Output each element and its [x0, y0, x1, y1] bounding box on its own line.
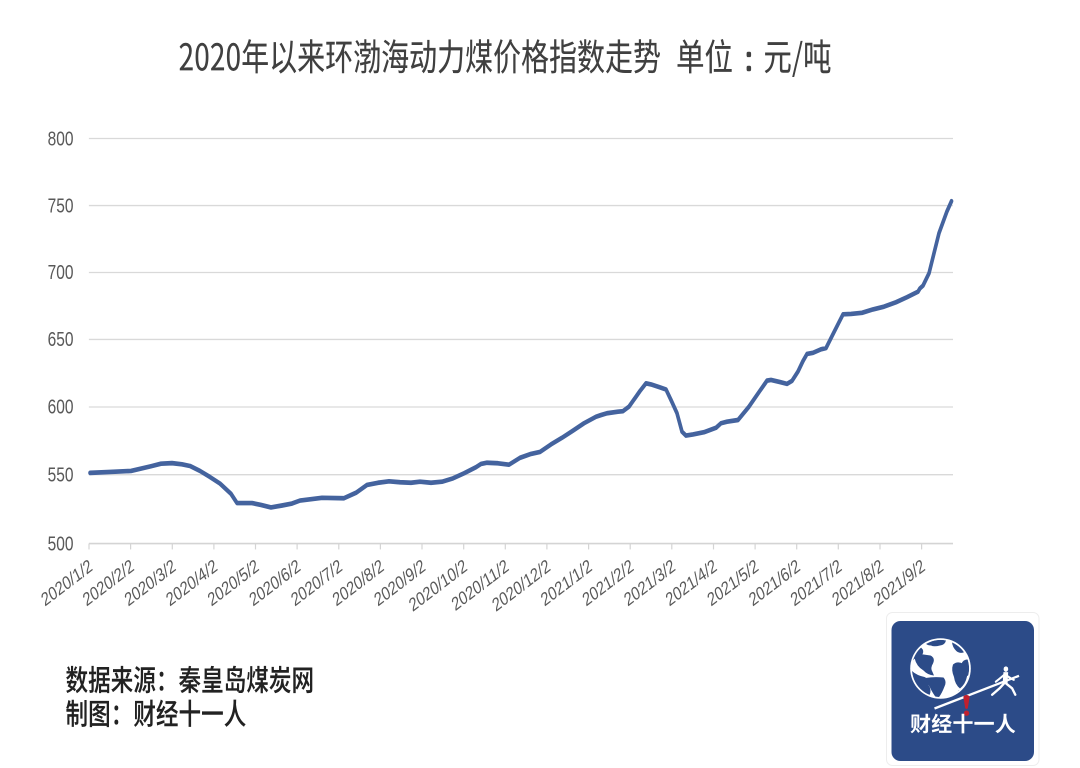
svg-text:600: 600: [48, 396, 74, 418]
svg-text:800: 800: [48, 127, 74, 149]
svg-text:500: 500: [48, 532, 74, 554]
svg-text:550: 550: [48, 464, 74, 486]
svg-text:650: 650: [48, 328, 74, 350]
svg-text:750: 750: [48, 194, 74, 216]
svg-text:700: 700: [48, 261, 74, 283]
